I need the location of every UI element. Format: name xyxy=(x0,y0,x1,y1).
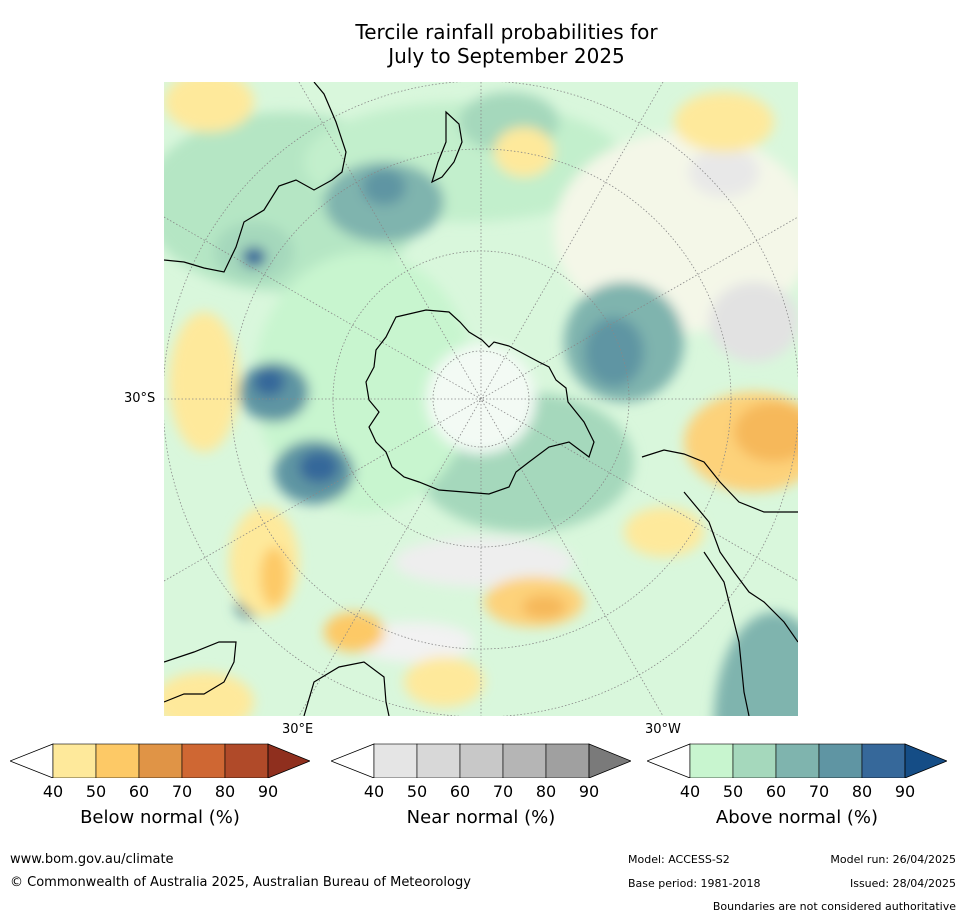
tick-label: 50 xyxy=(722,782,744,801)
colorbar-extend-high xyxy=(904,743,949,779)
colorbar-above-normal xyxy=(645,742,949,782)
colorbar-swatch xyxy=(502,743,547,779)
colorbar-swatch xyxy=(689,743,734,779)
south-america-outline xyxy=(641,449,798,716)
colorbar-swatch xyxy=(95,743,140,779)
probability-field xyxy=(164,82,798,716)
new-zealand-outline xyxy=(431,110,463,184)
antarctica-outline xyxy=(365,309,595,495)
colorbar-extend-low xyxy=(8,743,54,779)
tick-label: 90 xyxy=(257,782,279,801)
tick-label: 60 xyxy=(128,782,150,801)
tick-label: 80 xyxy=(214,782,236,801)
map-title: Tercile rainfall probabilities for July … xyxy=(0,20,965,68)
footer-issued: Issued: 28/04/2025 xyxy=(849,877,956,890)
colorbar-swatch xyxy=(224,743,269,779)
title-line-2: July to September 2025 xyxy=(388,44,625,68)
colorbar-swatch xyxy=(459,743,504,779)
footer-copyright: © Commonwealth of Australia 2025, Austra… xyxy=(10,875,471,890)
polar-map xyxy=(164,82,798,716)
colorbar-below-normal xyxy=(8,742,312,782)
tick-label: 60 xyxy=(449,782,471,801)
title-line-1: Tercile rainfall probabilities for xyxy=(355,20,658,44)
tick-label: 50 xyxy=(406,782,428,801)
colorbar-near-swatches xyxy=(329,743,633,779)
footer-model: Model: ACCESS-S2 xyxy=(628,853,730,866)
colorbar-swatch xyxy=(416,743,461,779)
footer-base-period: Base period: 1981-2018 xyxy=(628,877,761,890)
colorbar-swatch xyxy=(373,743,418,779)
tick-label: 60 xyxy=(765,782,787,801)
tick-label: 90 xyxy=(578,782,600,801)
footer-model-run: Model run: 26/04/2025 xyxy=(830,853,956,866)
tick-label: 70 xyxy=(808,782,830,801)
colorbar-swatch xyxy=(181,743,226,779)
colorbar-swatch xyxy=(818,743,863,779)
tick-label: 70 xyxy=(492,782,514,801)
tick-label: 40 xyxy=(679,782,701,801)
australia-outline xyxy=(164,82,347,273)
tick-label: 80 xyxy=(535,782,557,801)
colorbar-swatch xyxy=(732,743,777,779)
graticule xyxy=(164,82,798,716)
map-svg xyxy=(164,82,798,716)
colorbar-swatch xyxy=(138,743,183,779)
footer-website: www.bom.gov.au/climate xyxy=(10,852,174,867)
tick-label: 40 xyxy=(42,782,64,801)
africa-outline xyxy=(164,641,390,716)
footer-disclaimer: Boundaries are not considered authoritat… xyxy=(712,900,956,913)
colorbar-below-label: Below normal (%) xyxy=(80,807,240,828)
colorbar-swatch xyxy=(861,743,906,779)
tick-label: 40 xyxy=(363,782,385,801)
tick-label: 50 xyxy=(85,782,107,801)
lat-label-30s: 30°S xyxy=(124,391,156,406)
colorbar-extend-high xyxy=(267,743,312,779)
colorbar-swatch xyxy=(52,743,97,779)
tick-label: 70 xyxy=(171,782,193,801)
colorbar-swatch xyxy=(545,743,590,779)
colorbar-near-label: Near normal (%) xyxy=(406,807,556,828)
lon-label-30e: 30°E xyxy=(282,722,314,737)
tick-label: 80 xyxy=(851,782,873,801)
colorbar-near-normal xyxy=(329,742,633,782)
colorbar-extend-low xyxy=(645,743,691,779)
colorbar-above-label: Above normal (%) xyxy=(715,807,879,828)
tick-label: 90 xyxy=(894,782,916,801)
colorbar-extend-low xyxy=(329,743,375,779)
colorbar-extend-high xyxy=(588,743,633,779)
lon-label-30w: 30°W xyxy=(645,722,681,737)
colorbar-below-swatches xyxy=(8,743,312,779)
colorbar-swatch xyxy=(775,743,820,779)
colorbar-above-swatches xyxy=(645,743,949,779)
